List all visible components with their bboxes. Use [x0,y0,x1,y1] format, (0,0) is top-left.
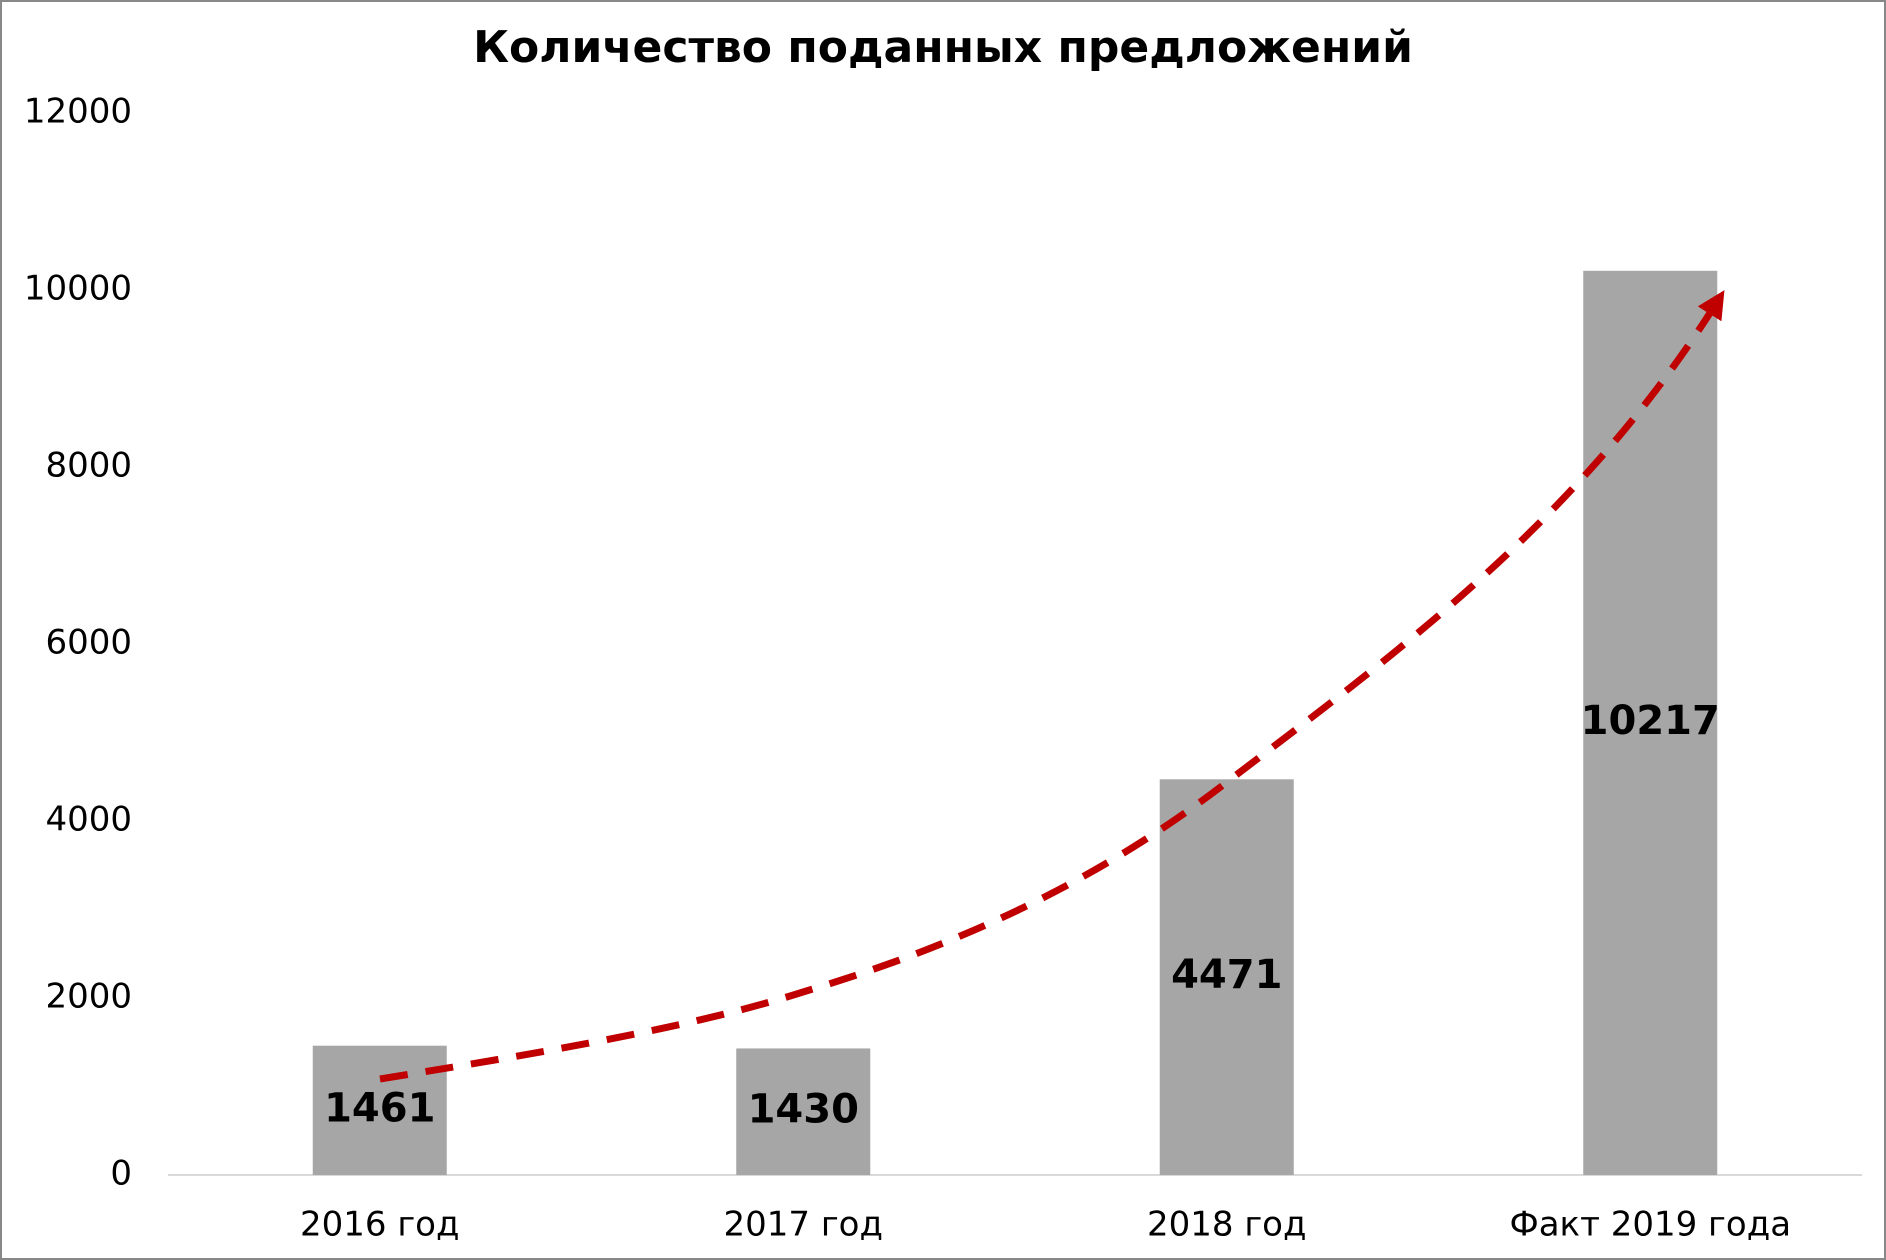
data-label: 1430 [748,1087,859,1133]
bar-layer [312,270,1718,1175]
y-tick-label: 12000 [24,92,132,132]
data-label: 10217 [1581,698,1720,744]
bar [1583,270,1718,1175]
y-tick-label: 4000 [45,800,132,840]
data-label: 4471 [1171,952,1282,998]
bar [312,1045,447,1175]
y-tick-label: 0 [110,1154,132,1194]
y-tick-label: 8000 [45,446,132,486]
x-tick-label: Факт 2019 года [1509,1205,1791,1245]
data-label: 1461 [324,1085,435,1131]
x-tick-label: 2016 год [300,1205,460,1245]
x-tick-label: 2018 год [1147,1205,1307,1245]
bar [736,1048,871,1175]
x-tick-label: 2017 год [723,1205,883,1245]
label-layer: 0 2000 4000 6000 8000 10000 12000 2016 год 1461 2… [24,92,1791,1245]
chart-title: Количество поданных предложений [473,22,1413,73]
bar [1159,779,1294,1175]
y-tick-label: 2000 [45,977,132,1017]
y-tick-label: 6000 [45,623,132,663]
y-tick-label: 10000 [24,269,132,309]
